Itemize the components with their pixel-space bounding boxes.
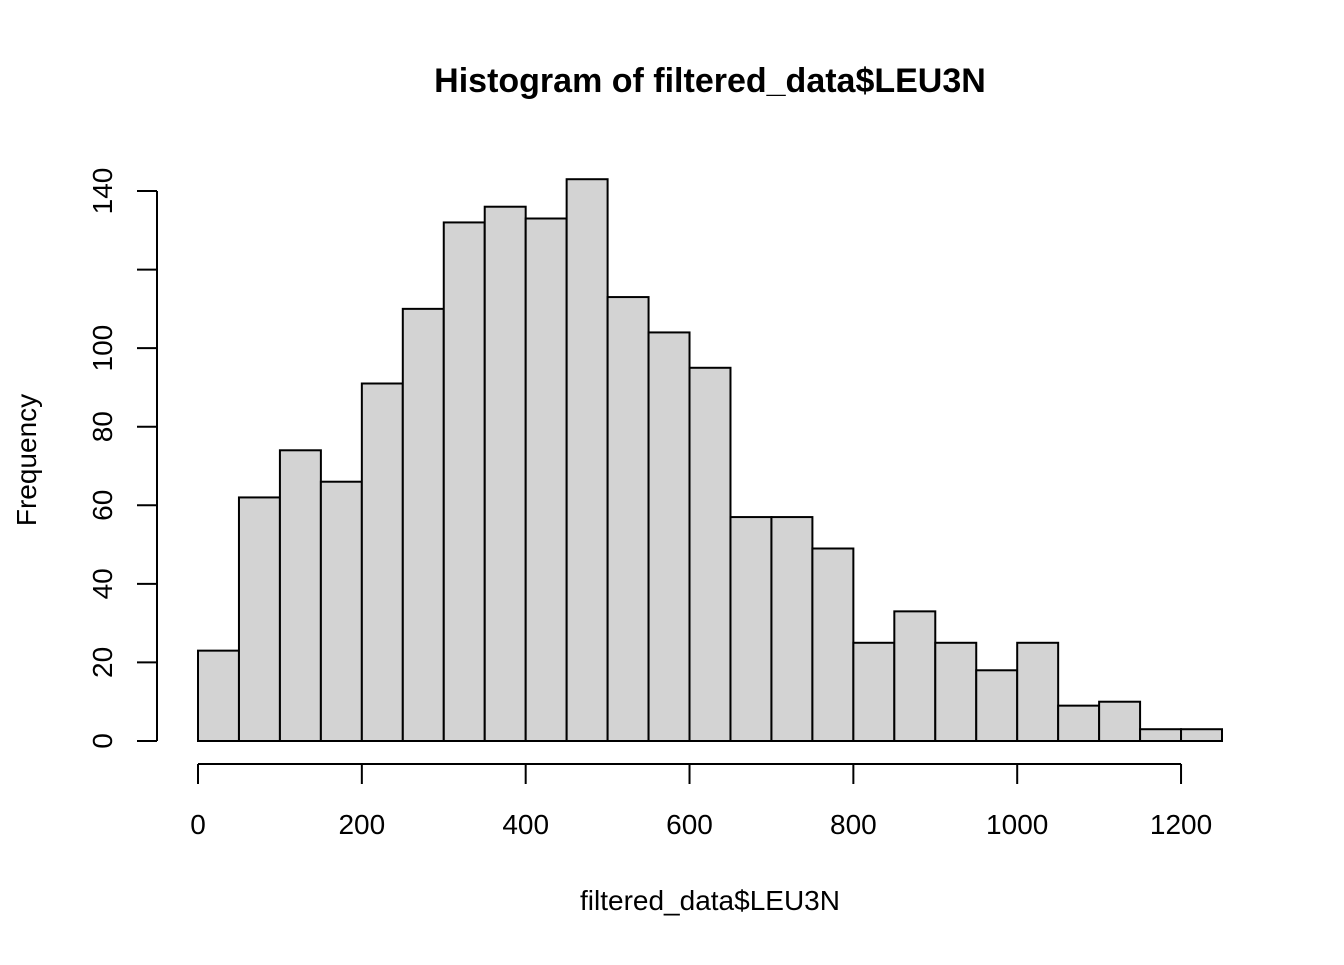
histogram-bar-11 (647, 331, 691, 742)
y-tick-label-1: 20 (87, 647, 118, 678)
y-tick-label-7: 140 (87, 168, 118, 215)
x-axis-label: filtered_data$LEU3N (580, 885, 840, 916)
histogram-bar-3 (319, 480, 363, 742)
y-tick-label-3: 60 (87, 490, 118, 521)
histogram-bar-10 (606, 296, 650, 742)
y-axis-label: Frequency (11, 394, 42, 526)
chart-title: Histogram of filtered_data$LEU3N (434, 62, 986, 100)
x-axis: 0 200 400 600 800 1000 1200 (190, 763, 1212, 840)
histogram-bar-19 (975, 669, 1019, 742)
histogram-bar-5 (401, 307, 445, 742)
histogram-bar-2 (278, 449, 322, 742)
histogram-bar-17 (893, 610, 937, 742)
y-tick-label-4: 80 (87, 411, 118, 442)
x-tick-label-3: 600 (666, 809, 713, 840)
histogram-bar-23 (1139, 728, 1183, 743)
bars-group (197, 178, 1224, 743)
x-tick-label-5: 1000 (986, 809, 1048, 840)
histogram-bar-22 (1098, 700, 1142, 743)
histogram-bar-0 (197, 649, 240, 743)
histogram-bar-7 (483, 205, 527, 742)
y-tick-label-2: 40 (87, 568, 118, 599)
histogram-bar-4 (360, 382, 404, 742)
histogram-bar-6 (442, 221, 486, 742)
y-tick-label-0: 0 (87, 733, 118, 749)
x-tick-label-2: 400 (502, 809, 549, 840)
y-axis: 0 20 40 60 80 100 140 (87, 168, 158, 749)
histogram-bar-16 (852, 641, 896, 742)
histogram-bar-8 (524, 217, 568, 742)
histogram-bar-13 (729, 516, 773, 742)
histogram-bar-24 (1180, 728, 1224, 743)
x-tick-label-4: 800 (830, 809, 877, 840)
y-tick-label-5: 100 (87, 325, 118, 372)
histogram-bar-20 (1016, 641, 1060, 742)
histogram-bar-14 (770, 516, 814, 742)
histogram-bar-21 (1057, 704, 1101, 743)
x-tick-label-1: 200 (338, 809, 385, 840)
histogram-bar-12 (688, 366, 732, 742)
histogram-bar-18 (934, 641, 978, 742)
histogram-bar-1 (237, 496, 281, 742)
histogram-bar-15 (811, 547, 855, 742)
x-tick-label-6: 1200 (1150, 809, 1212, 840)
x-tick-label-0: 0 (190, 809, 206, 840)
histogram-bar-9 (565, 178, 609, 742)
